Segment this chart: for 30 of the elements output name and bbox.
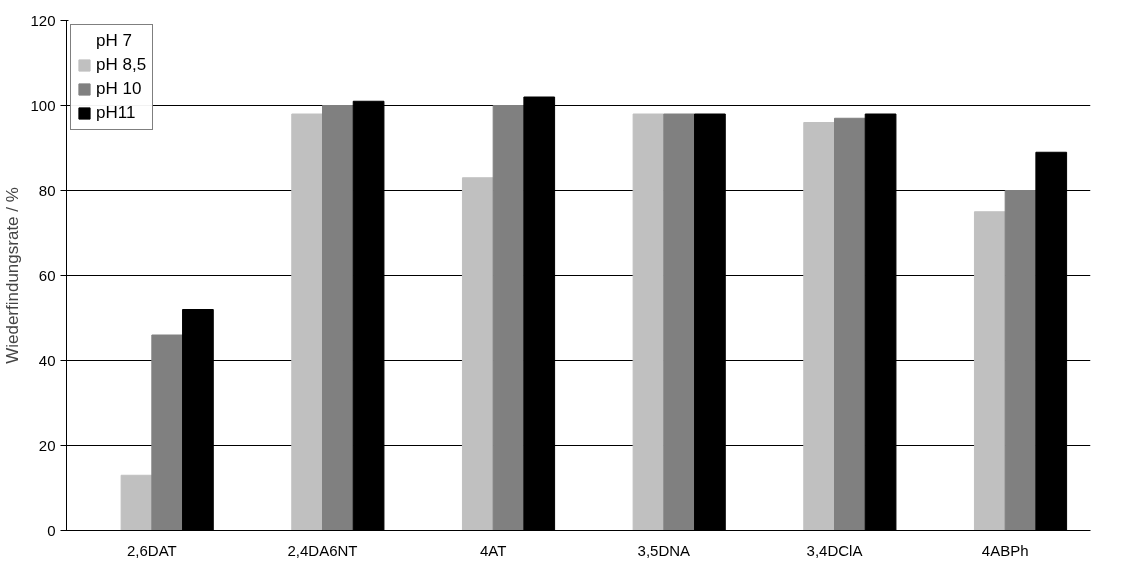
bar (973, 211, 1006, 531)
x-tick-label: 2,6DAT (126, 541, 177, 559)
bar (632, 113, 665, 531)
y-axis-title: Wiederfindungsrate / % (3, 187, 23, 364)
bar (803, 122, 835, 531)
bar (291, 113, 323, 531)
x-tick-label: 4ABPh (981, 541, 1029, 559)
bar (322, 105, 354, 531)
bar (151, 334, 184, 531)
y-tick-label: 80 (38, 181, 56, 199)
legend-label: pH 10 (96, 79, 142, 99)
legend-label: pH11 (96, 103, 136, 123)
legend-label: pH 8,5 (96, 55, 147, 75)
bar (663, 113, 696, 531)
x-tick-label: 4AT (479, 541, 507, 559)
y-tick-label: 40 (38, 351, 56, 369)
y-tick-label: 60 (38, 266, 56, 284)
y-tick-label: 120 (30, 11, 56, 29)
bar (120, 474, 153, 531)
y-tick-label: 20 (38, 436, 56, 454)
bar (492, 105, 525, 531)
bar (834, 117, 866, 531)
x-tick-label: 2,4DA6NT (287, 541, 358, 559)
x-tick-label: 3,4DClA (806, 541, 863, 559)
bar (1004, 190, 1037, 531)
bar (461, 177, 494, 531)
x-tick-label: 3,5DNA (637, 541, 691, 559)
y-tick-label: 100 (30, 96, 56, 114)
text: pH 7 (96, 31, 132, 51)
y-tick-label: 0 (47, 521, 56, 539)
